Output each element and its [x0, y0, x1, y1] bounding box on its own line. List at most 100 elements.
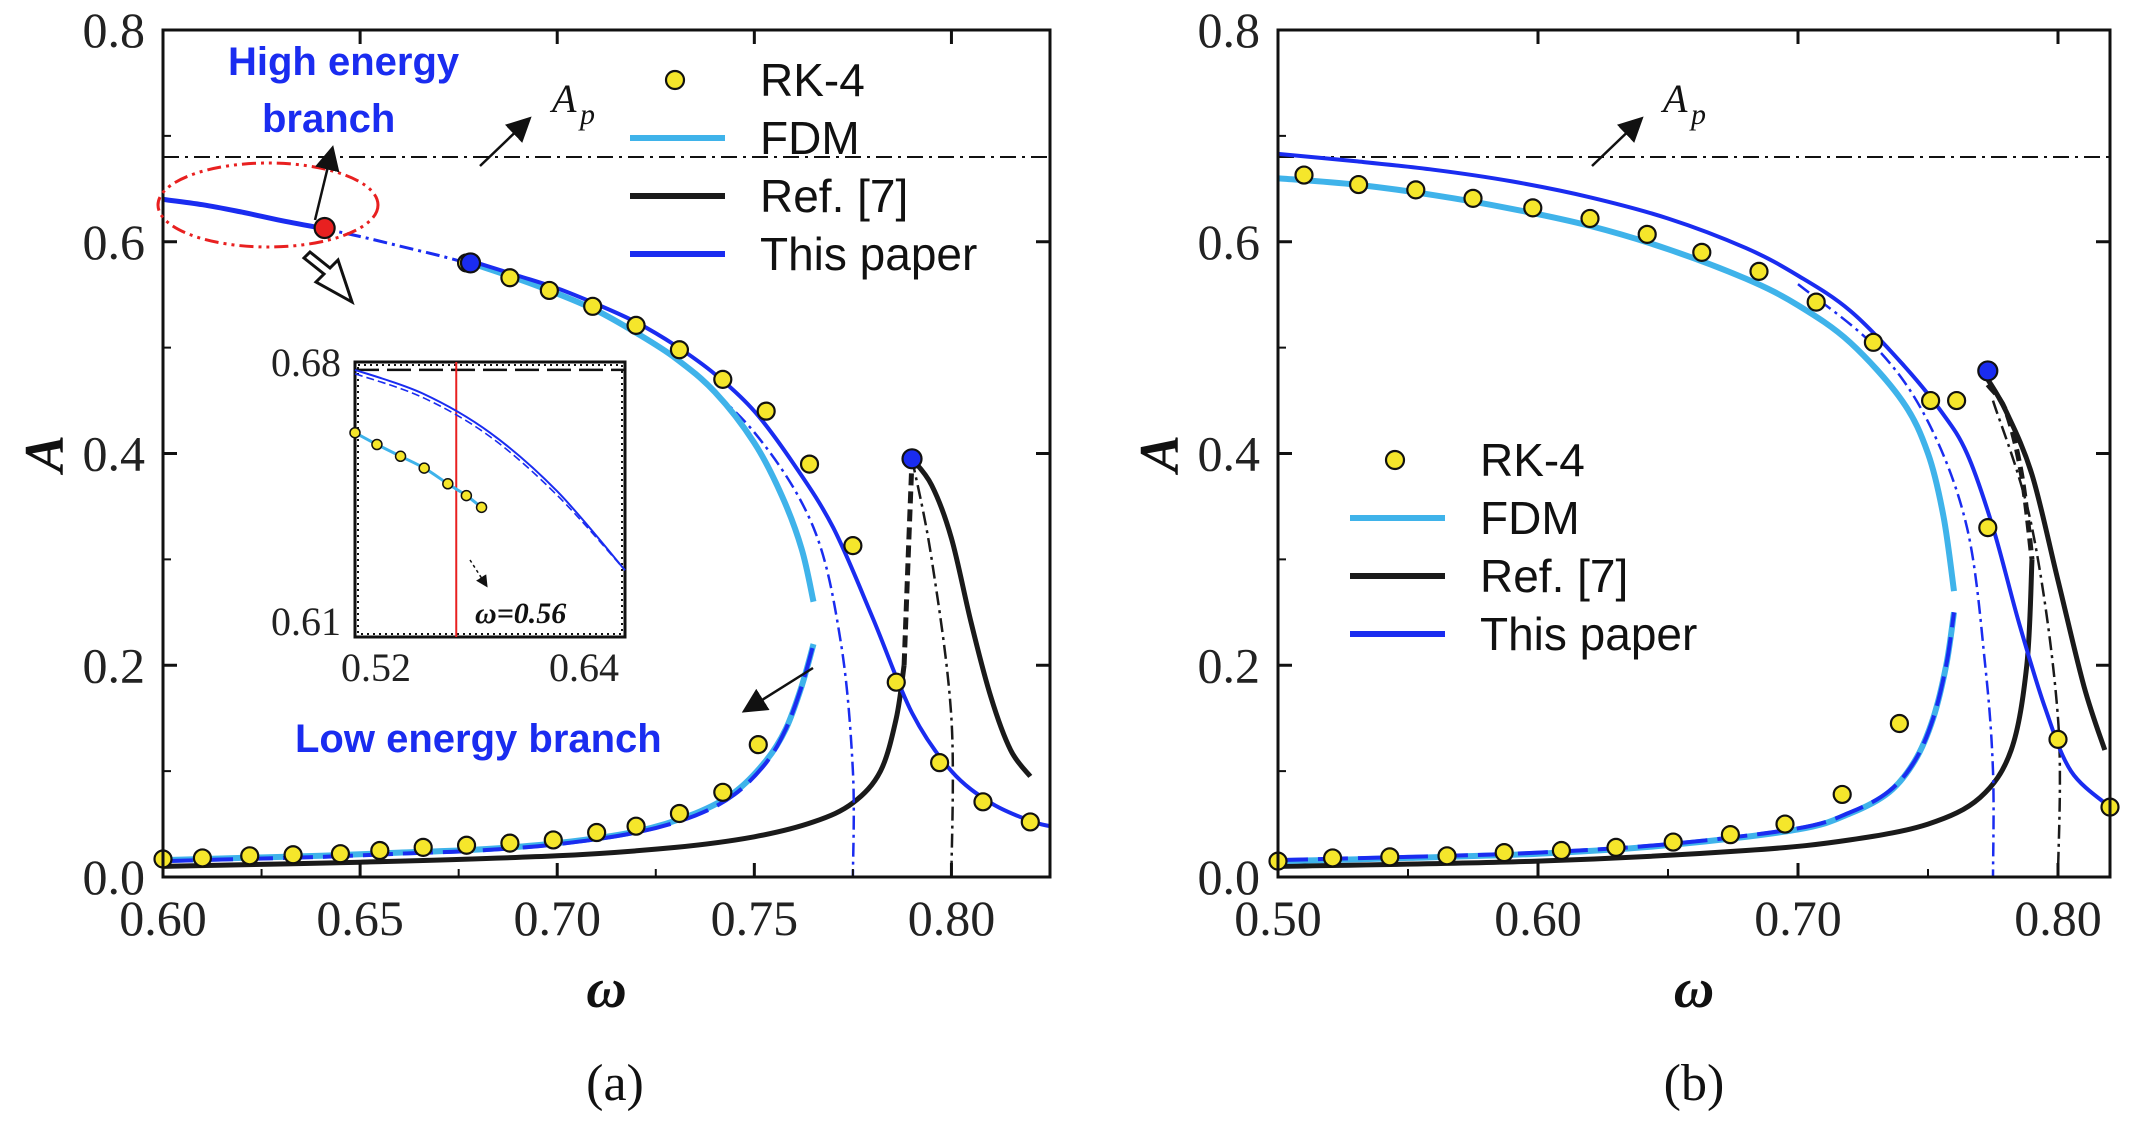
rk4-point-b: [1749, 261, 1769, 281]
bifurcation-marker-b: [1977, 360, 1999, 382]
legend-label-b: RK-4: [1480, 434, 1585, 486]
bifurcation-marker-a: [459, 252, 482, 274]
rk4-point-a: [973, 792, 993, 812]
high-energy-ellipse: [156, 161, 380, 249]
y-axis-label-a: A: [14, 435, 76, 475]
rk4-point-b: [1380, 847, 1400, 867]
rk4-point-b: [1775, 814, 1795, 834]
legend-a: RK-4 FDM Ref. [7] This paper: [630, 54, 977, 280]
y-tick-label-a: 0.0: [83, 849, 146, 905]
legend-label-a: This paper: [760, 228, 977, 280]
legend-label-b: FDM: [1480, 492, 1580, 544]
rk4-point-a: [583, 296, 603, 316]
legend-label-a: FDM: [760, 112, 860, 164]
panel-b: 0.50 0.60 0.70 0.80 0.0 0.2 0.4 0.6 0.8 ω A A p RK…: [1129, 2, 2120, 1112]
red-marker-a: [313, 216, 336, 240]
x-axis-label-b: ω: [1674, 958, 1715, 1020]
ref-unstable-branch-b: [1985, 383, 2035, 560]
rk4-point-a: [799, 454, 820, 474]
rk4-point-b: [1523, 198, 1543, 218]
inset-this-paper-line: [354, 368, 626, 571]
rk4-point-b: [1580, 208, 1600, 229]
rk4-point-a: [192, 848, 213, 868]
x-tick-label-b: 0.50: [1234, 890, 1322, 946]
x-tick-label-a: 0.70: [513, 890, 601, 946]
svg-text:A: A: [1660, 76, 1688, 121]
x-tick-label-a: 0.65: [316, 890, 404, 946]
x-tick-label-b: 0.70: [1754, 890, 1842, 946]
rk4-point-b: [1463, 188, 1483, 208]
y-tick-label-a: 0.2: [83, 637, 146, 693]
rk4-point-b: [1692, 242, 1712, 262]
ref-upper-branch-b: [1985, 378, 2108, 751]
rk4-point-b: [1920, 390, 1941, 411]
zoom-arrow-icon: [301, 249, 355, 306]
rk4-point-b: [2048, 729, 2068, 749]
inset-omega-arrow: [469, 559, 488, 588]
panel-a: 0.60 0.65 0.70 0.75 0.80 0.0 0.2 0.4 0.6 0.8 ω A Hi…: [14, 2, 1052, 1112]
rk4-point-a: [748, 735, 768, 755]
rk4-point-a: [283, 845, 303, 865]
rk4-point-b: [1889, 713, 1910, 734]
this-paper-high-dash-a: [320, 226, 467, 265]
rk4-point-b: [1437, 846, 1457, 866]
ref-backbone-a: [910, 458, 955, 878]
low-energy-arrow: [741, 666, 814, 713]
rk4-point-b: [1832, 784, 1852, 805]
inset-x-tick-label: 0.64: [549, 645, 619, 690]
rk4-point-a: [886, 672, 906, 692]
high-energy-label-line1: High energy: [228, 40, 460, 84]
legend-b: RK-4 FDM Ref. [7] This paper: [1350, 434, 1697, 660]
inset-rk4-point: [371, 438, 383, 451]
rk4-point-a: [756, 401, 776, 421]
rk4-point-b: [1663, 832, 1683, 852]
rk4-point-a: [713, 369, 733, 389]
rk4-point-a: [930, 753, 950, 773]
rk4-point-b: [1551, 840, 1572, 861]
legend-label-a: RK-4: [760, 54, 865, 106]
inset-inner-frame: [357, 364, 623, 635]
ref-unstable-branch-a: [901, 458, 915, 666]
rk4-point-a: [587, 822, 607, 843]
y-axis-label-b: A: [1129, 435, 1191, 475]
rk4-point-b: [1348, 174, 1369, 195]
inset-rk4-point: [394, 450, 407, 463]
rk4-point-b: [1720, 825, 1741, 845]
inset-plot: 0.68 0.610.52 0.64 ω=0.56: [271, 340, 627, 690]
rk4-point-a: [413, 837, 433, 857]
rk4-point-b: [1406, 180, 1426, 200]
svg-text:p: p: [1689, 98, 1706, 131]
ap-label-a: A p: [549, 76, 595, 131]
rk4-point-a: [843, 536, 863, 556]
y-tick-label-a: 0.4: [83, 426, 146, 482]
this-paper-upper-branch-a: [469, 258, 1051, 829]
ref-lower-branch-b: [1277, 559, 2035, 869]
fdm-upper-branch-b: [1277, 175, 1957, 592]
rk4-point-b: [1494, 843, 1514, 863]
low-energy-label: Low energy branch: [295, 717, 662, 761]
inset-y-tick-label: 0.68: [271, 340, 341, 385]
ap-arrow-a: [479, 116, 532, 167]
rk4-point-a: [626, 816, 646, 836]
inset-rk4-point: [442, 478, 454, 490]
high-energy-arrow: [313, 145, 340, 221]
rk4-point-b: [1978, 518, 1998, 538]
inset-rk4-point: [460, 489, 473, 502]
rk4-point-a: [669, 803, 690, 824]
rk4-point-a: [1020, 812, 1040, 832]
inset-x-tick-label: 0.52: [341, 645, 411, 690]
rk4-point-b: [1294, 165, 1314, 185]
rk4-point-a: [370, 840, 390, 861]
x-tick-label-a: 0.80: [908, 890, 996, 946]
rk4-point-b: [1863, 332, 1884, 352]
legend-rk4-symbol-a: [664, 69, 686, 91]
panel-b-plot-area: [1268, 151, 2120, 878]
y-tick-label-b: 0.0: [1198, 849, 1261, 905]
y-tick-label-a: 0.8: [83, 2, 146, 58]
legend-label-b: Ref. [7]: [1480, 550, 1628, 602]
x-tick-label-b: 0.80: [2014, 890, 2102, 946]
svg-text:p: p: [578, 98, 595, 131]
caption-b: (b): [1664, 1055, 1725, 1112]
rk4-point-a: [330, 844, 350, 864]
